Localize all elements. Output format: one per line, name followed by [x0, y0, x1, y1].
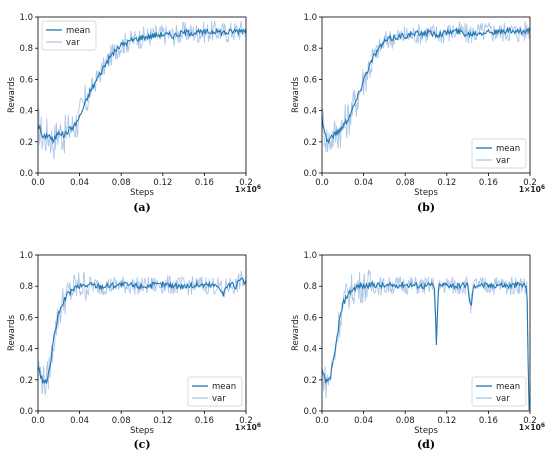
mean-series-line — [321, 280, 531, 411]
y-tick-label: 0.6 — [19, 75, 33, 85]
y-axis-label: Rewards — [7, 314, 17, 351]
y-tick-label: 0.6 — [19, 313, 33, 323]
x-tick-label: 0.16 — [479, 416, 498, 426]
y-tick-label: 0.2 — [19, 138, 33, 148]
x-tick-label: 0.16 — [195, 178, 214, 188]
y-tick-label: 0.2 — [19, 376, 33, 386]
x-axis-multiplier: 1×106 — [519, 422, 545, 432]
y-tick-label: 0.2 — [303, 138, 317, 148]
plot-frame — [321, 254, 531, 412]
x-tick-label: 0.0 — [31, 178, 45, 188]
x-axis-multiplier: 1×106 — [235, 184, 261, 194]
panel-c: 0.0 0.04 0.08 0.12 0.16 0.2 0.0 0.2 0.4 0.6 0.8 1.0… — [7, 251, 261, 451]
x-tick-label: 0.08 — [396, 416, 415, 426]
x-tick-label: 0.12 — [437, 178, 456, 188]
y-tick-label: 0.0 — [303, 169, 317, 179]
y-axis-label: Rewards — [7, 76, 17, 113]
var-series-line — [37, 20, 247, 160]
y-tick-label: 0.4 — [19, 345, 33, 355]
x-axis-label: Steps — [130, 188, 154, 198]
y-tick-label: 0.8 — [19, 44, 33, 54]
plot-frame — [37, 254, 247, 412]
x-tick-label: 0.0 — [315, 178, 329, 188]
mean-series-line — [37, 277, 247, 385]
y-tick-label: 1.0 — [19, 251, 33, 261]
x-axis-label: Steps — [414, 188, 438, 198]
y-tick-label: 1.0 — [303, 13, 317, 23]
x-tick-label: 0.2 — [523, 178, 537, 188]
y-tick-label: 0.2 — [303, 376, 317, 386]
x-tick-label: 0.0 — [315, 416, 329, 426]
plot-frame — [37, 16, 247, 174]
x-axis-label: Steps — [414, 426, 438, 436]
legend: mean var — [187, 376, 243, 407]
panel-d: 0.0 0.04 0.08 0.12 0.16 0.2 0.0 0.2 0.4 0.6 0.8 1.0… — [291, 251, 545, 451]
y-tick-label: 0.8 — [303, 282, 317, 292]
x-tick-label: 0.2 — [239, 178, 253, 188]
y-tick-label: 0.4 — [303, 107, 317, 117]
panel-caption: (c) — [133, 438, 150, 451]
panel-b: 0.0 0.04 0.08 0.12 0.16 0.2 0.0 0.2 0.4 0.6 0.8 1.0… — [291, 13, 545, 214]
legend-mean-label: mean — [212, 382, 236, 392]
legend-var-label: var — [496, 394, 510, 404]
y-tick-label: 0.6 — [303, 75, 317, 85]
x-tick-label: 0.08 — [396, 178, 415, 188]
y-tick-label: 1.0 — [19, 13, 33, 23]
y-tick-label: 0.8 — [19, 282, 33, 292]
y-tick-label: 0.4 — [303, 345, 317, 355]
var-series-line — [321, 20, 531, 153]
x-tick-label: 0.08 — [112, 178, 131, 188]
y-axis-label: Rewards — [291, 314, 301, 351]
legend-mean-label: mean — [66, 26, 90, 36]
x-tick-label: 0.2 — [523, 416, 537, 426]
x-tick-label: 0.04 — [354, 416, 373, 426]
legend-box — [471, 138, 527, 169]
x-tick-label: 0.0 — [31, 416, 45, 426]
legend-var-label: var — [66, 38, 80, 48]
x-axis-multiplier: 1×106 — [235, 422, 261, 432]
legend: mean var — [471, 138, 527, 169]
y-tick-label: 1.0 — [303, 251, 317, 261]
y-tick-label: 0.4 — [19, 107, 33, 117]
mean-series-line — [37, 27, 247, 145]
x-tick-label: 0.08 — [112, 416, 131, 426]
y-tick-label: 0.8 — [303, 44, 317, 54]
x-axis-multiplier: 1×106 — [519, 184, 545, 194]
legend-box — [187, 376, 243, 407]
x-tick-label: 0.16 — [195, 416, 214, 426]
x-axis-label: Steps — [130, 426, 154, 436]
x-tick-label: 0.12 — [153, 178, 172, 188]
y-tick-label: 0.6 — [303, 313, 317, 323]
plot-frame — [321, 16, 531, 174]
panel-caption: (a) — [133, 201, 151, 214]
x-tick-label: 0.12 — [437, 416, 456, 426]
legend: mean var — [471, 376, 527, 407]
panel-a: 0.0 0.04 0.08 0.12 0.16 0.2 0.0 0.2 0.4 0.6 0.8 1.0… — [7, 13, 261, 214]
x-tick-label: 0.04 — [70, 416, 89, 426]
legend: mean var — [41, 20, 97, 51]
panel-caption: (b) — [417, 201, 435, 214]
x-tick-label: 0.2 — [239, 416, 253, 426]
mean-series-line — [321, 26, 531, 145]
legend-box — [41, 20, 97, 51]
y-tick-label: 0.0 — [303, 407, 317, 417]
legend-var-label: var — [496, 156, 510, 166]
legend-box — [471, 376, 527, 407]
panel-caption: (d) — [417, 438, 435, 451]
x-tick-label: 0.12 — [153, 416, 172, 426]
y-axis-label: Rewards — [291, 76, 301, 113]
y-tick-label: 0.0 — [19, 407, 33, 417]
var-series-line — [37, 270, 247, 396]
legend-mean-label: mean — [496, 144, 520, 154]
x-tick-label: 0.04 — [70, 178, 89, 188]
x-tick-label: 0.04 — [354, 178, 373, 188]
legend-var-label: var — [212, 394, 226, 404]
legend-mean-label: mean — [496, 382, 520, 392]
x-tick-label: 0.16 — [479, 178, 498, 188]
y-tick-label: 0.0 — [19, 169, 33, 179]
